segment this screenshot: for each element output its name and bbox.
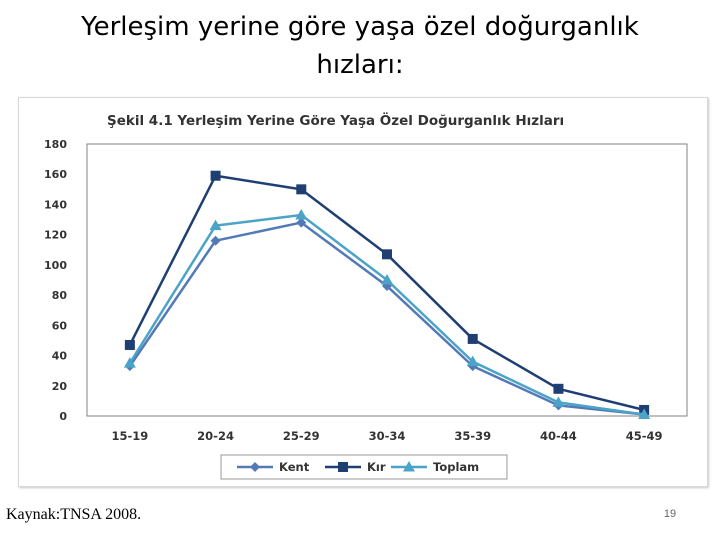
x-tick-label: 25-29 [283,429,320,443]
data-point-kent [210,235,221,246]
y-tick-label: 60 [52,319,68,332]
legend-label-k-r: Kır [367,460,386,474]
x-tick-label: 20-24 [197,429,234,443]
slide-title: Yerleşim yerine göre yaşa özel doğurganl… [81,12,639,80]
chart-frame: Şekil 4.1 Yerleşim Yerine Göre Yaşa Özel… [18,97,708,487]
data-point-toplam [638,408,651,419]
y-axis: 0 20 40 60 80 100 120 140 160 180 [44,138,67,423]
data-point-toplam [209,219,222,231]
y-tick-label: 40 [52,350,68,363]
data-point-kent [382,281,392,292]
y-tick-label: 100 [44,259,67,272]
x-tick-label: 30-34 [369,429,406,443]
y-tick-label: 160 [44,168,67,181]
legend-label-kent: Kent [279,460,310,474]
data-point-toplam [123,357,136,368]
data-point-toplam [295,209,308,220]
legend-marker-k-r [338,462,348,472]
y-tick-label: 180 [44,138,67,151]
series-group [123,170,651,420]
data-point-k-r [124,339,135,350]
x-tick-label: 40-44 [540,429,577,443]
x-tick-label: 15-19 [111,429,148,443]
y-tick-label: 20 [52,380,68,393]
data-point-k-r [210,170,221,181]
data-point-k-r [296,184,307,195]
legend-marker-kent [250,462,260,472]
legend: Kent Kır Toplam [220,454,508,480]
x-tick-label: 45-49 [626,429,663,443]
y-tick-label: 0 [59,410,67,423]
data-point-kent [296,217,307,228]
data-point-k-r [382,249,392,260]
data-point-k-r [467,333,478,344]
source-note: Kaynak:TNSA 2008. [6,506,142,523]
chart-title: Şekil 4.1 Yerleşim Yerine Göre Yaşa Özel… [107,111,564,129]
legend-marker-toplam [403,461,415,472]
data-point-toplam [466,355,479,367]
data-point-toplam [552,396,565,407]
data-point-toplam [381,274,393,285]
legend-label-toplam: Toplam [433,460,479,474]
y-tick-label: 80 [52,289,68,302]
y-tick-label: 120 [44,229,67,242]
page-number: 19 [663,508,677,520]
y-tick-label: 140 [44,198,67,211]
line-chart: Şekil 4.1 Yerleşim Yerine Göre Yaşa Özel… [44,111,688,480]
x-axis: 15-19 20-24 25-29 30-34 35-39 40-44 45-49 [111,429,662,443]
x-tick-label: 35-39 [454,429,491,443]
data-point-k-r [553,383,564,394]
